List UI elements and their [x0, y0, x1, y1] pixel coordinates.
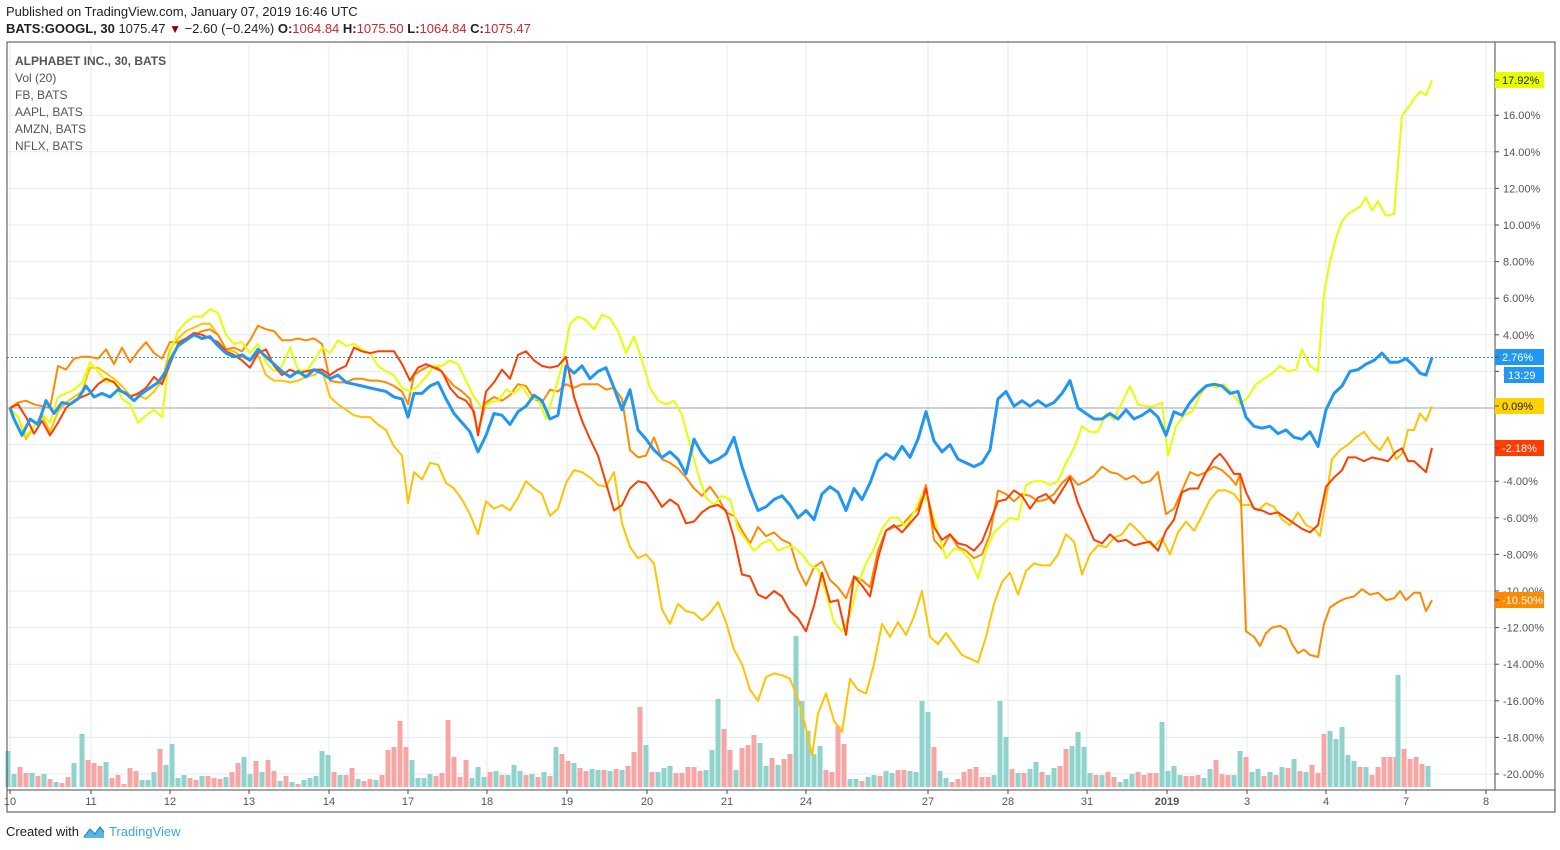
- svg-text:19: 19: [561, 796, 573, 808]
- legend-fb[interactable]: FB, BATS: [15, 88, 68, 102]
- created-with-label: Created with: [6, 824, 79, 839]
- down-arrow-icon: ▼: [169, 22, 181, 36]
- svg-text:10: 10: [4, 796, 16, 808]
- svg-text:-14.00%: -14.00%: [1503, 659, 1544, 671]
- svg-text:6.00%: 6.00%: [1503, 293, 1534, 305]
- svg-text:8.00%: 8.00%: [1503, 257, 1534, 269]
- last-price: 1075.47: [118, 21, 166, 36]
- legend-volume[interactable]: Vol (20): [15, 71, 57, 85]
- series-line-amzn[interactable]: [9, 324, 1433, 658]
- symbol-ohlc-line: BATS:GOOGL, 30 1075.47 ▼ −2.60 (−0.24%) …: [6, 21, 531, 36]
- svg-text:28: 28: [1002, 796, 1014, 808]
- svg-text:-6.00%: -6.00%: [1503, 513, 1538, 525]
- price-badges: 17.92% 2.76% 13:29 0.09% -2.18% -10.50%: [1495, 72, 1544, 608]
- footer-credit[interactable]: Created with TradingView: [6, 824, 181, 839]
- svg-text:7: 7: [1403, 796, 1409, 808]
- svg-text:12: 12: [164, 796, 176, 808]
- svg-text:-16.00%: -16.00%: [1503, 696, 1544, 708]
- svg-text:3: 3: [1244, 796, 1250, 808]
- legend-aapl[interactable]: AAPL, BATS: [15, 105, 83, 119]
- svg-text:-18.00%: -18.00%: [1503, 732, 1544, 744]
- published-line: Published on TradingView.com, January 07…: [6, 4, 358, 19]
- tradingview-logo-icon: [83, 825, 105, 838]
- chart-grid: [7, 42, 1495, 790]
- svg-text:-2.18%: -2.18%: [1502, 443, 1537, 455]
- svg-text:18: 18: [481, 796, 493, 808]
- low-value: 1064.84: [419, 21, 467, 36]
- svg-text:8: 8: [1483, 796, 1489, 808]
- time-axis-ticks: 10 11 12 13 14 17 18 19 20 21 24 27 28 31 2019 3 4 7 8: [4, 790, 1489, 808]
- low-label: L:: [407, 21, 420, 36]
- close-label: C:: [470, 21, 484, 36]
- svg-text:13:29: 13:29: [1508, 370, 1536, 382]
- series-line-googl[interactable]: [8, 333, 1434, 522]
- svg-text:17: 17: [402, 796, 414, 808]
- svg-text:2019: 2019: [1155, 796, 1179, 808]
- price-change: −2.60 (−0.24%): [184, 21, 275, 36]
- series-lines: [8, 79, 1434, 757]
- svg-text:4.00%: 4.00%: [1503, 330, 1534, 342]
- svg-text:21: 21: [721, 796, 733, 808]
- svg-text:16.00%: 16.00%: [1503, 110, 1541, 122]
- svg-text:14: 14: [323, 796, 335, 808]
- tradingview-brand[interactable]: TradingView: [108, 824, 181, 839]
- svg-text:-20.00%: -20.00%: [1503, 769, 1544, 781]
- svg-text:-10.50%: -10.50%: [1502, 595, 1543, 607]
- series-line-aapl[interactable]: [9, 322, 1433, 757]
- svg-text:4: 4: [1323, 796, 1329, 808]
- series-line-nflx[interactable]: [9, 332, 1433, 636]
- svg-text:-4.00%: -4.00%: [1503, 476, 1538, 488]
- plot-border: [6, 41, 1496, 791]
- svg-text:20: 20: [641, 796, 653, 808]
- open-label: O:: [277, 21, 293, 36]
- svg-text:13: 13: [243, 796, 255, 808]
- svg-text:24: 24: [800, 796, 812, 808]
- svg-text:14.00%: 14.00%: [1503, 147, 1541, 159]
- svg-text:10.00%: 10.00%: [1503, 220, 1541, 232]
- svg-text:12.00%: 12.00%: [1503, 183, 1541, 195]
- svg-text:31: 31: [1081, 796, 1093, 808]
- high-value: 1075.50: [356, 21, 404, 36]
- svg-text:17.92%: 17.92%: [1502, 75, 1540, 87]
- high-label: H:: [342, 21, 357, 36]
- svg-text:-8.00%: -8.00%: [1503, 549, 1538, 561]
- chart-legend: ALPHABET INC., 30, BATS Vol (20) FB, BAT…: [15, 53, 166, 155]
- svg-text:27: 27: [922, 796, 934, 808]
- volume-bars: [5, 636, 1431, 787]
- legend-main-symbol[interactable]: ALPHABET INC., 30, BATS: [15, 54, 167, 68]
- svg-text:11: 11: [85, 796, 96, 808]
- open-value: 1064.84: [292, 21, 340, 36]
- legend-nflx[interactable]: NFLX, BATS: [15, 139, 83, 153]
- svg-text:-12.00%: -12.00%: [1503, 623, 1544, 635]
- time-axis[interactable]: [6, 789, 1556, 813]
- close-value: 1075.47: [483, 21, 531, 36]
- symbol-label: BATS:GOOGL, 30: [6, 21, 115, 36]
- svg-text:2.76%: 2.76%: [1502, 352, 1533, 364]
- svg-text:0.09%: 0.09%: [1502, 401, 1533, 413]
- legend-amzn[interactable]: AMZN, BATS: [15, 122, 87, 136]
- series-line-fb[interactable]: [9, 79, 1433, 633]
